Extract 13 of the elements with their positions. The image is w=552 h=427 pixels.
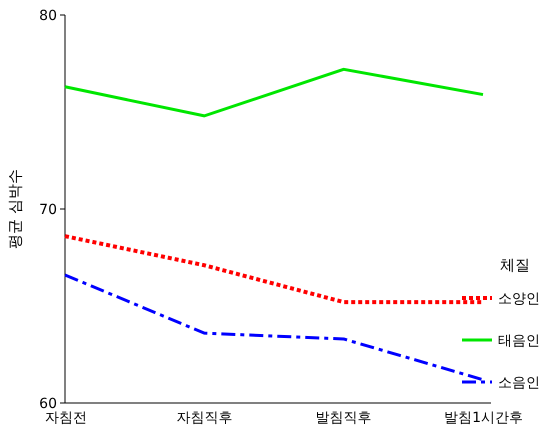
line-series: [64, 68, 484, 118]
legend-label: 소양인: [498, 291, 540, 307]
legend-label: 태음인: [498, 333, 540, 349]
x-tick-label: 발침1시간후: [444, 410, 523, 426]
x-tick-label: 자침전: [45, 410, 87, 426]
legend-label: 소음인: [498, 375, 540, 391]
x-tick-label: 자침직후: [176, 410, 232, 426]
y-tick-label: 60: [39, 396, 57, 412]
y-tick-label: 80: [39, 8, 57, 24]
y-tick-label: 70: [39, 202, 57, 218]
x-tick-label: 발침직후: [316, 410, 372, 426]
y-axis-title: 평균 심박수: [6, 169, 24, 249]
legend-title: 체질: [500, 256, 530, 274]
